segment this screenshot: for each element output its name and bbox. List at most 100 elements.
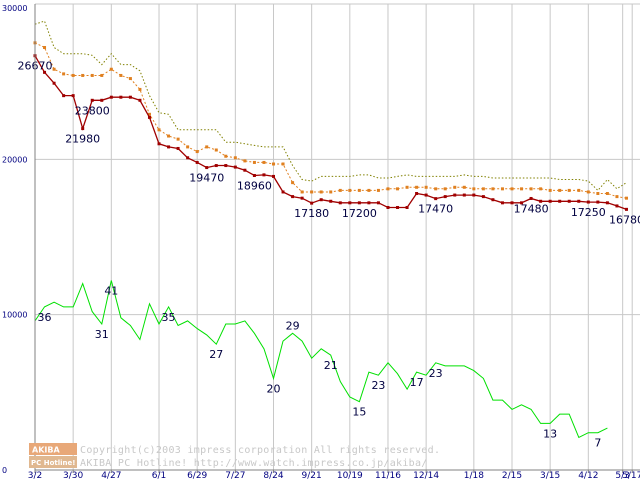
logo-text-top: AKIBA <box>32 446 60 455</box>
data-label: 21 <box>324 359 338 372</box>
min-point <box>558 199 562 203</box>
min-point <box>529 196 533 200</box>
avg-point <box>472 187 476 191</box>
min-point <box>491 198 495 202</box>
avg-point <box>43 45 47 49</box>
avg-point <box>357 188 361 192</box>
min-point <box>367 201 371 205</box>
avg-point <box>615 195 619 199</box>
avg-point <box>224 154 228 158</box>
min-point <box>624 207 628 211</box>
x-tick-label: 10/19 <box>337 471 363 480</box>
min-point <box>138 98 142 102</box>
data-label: 27 <box>209 348 223 361</box>
avg-point <box>128 77 132 81</box>
data-label: 16780 <box>609 213 640 226</box>
x-tick-label: 6/29 <box>187 471 207 480</box>
avg-point <box>376 188 380 192</box>
avg-point <box>405 185 409 189</box>
min-point <box>81 127 85 131</box>
avg-point <box>481 187 485 191</box>
x-tick-label: 3/30 <box>63 471 83 480</box>
avg-point <box>300 190 304 194</box>
min-point <box>281 190 285 194</box>
avg-point <box>205 145 209 149</box>
min-point <box>586 200 590 204</box>
min-point <box>147 115 151 119</box>
min-point <box>338 201 342 205</box>
avg-point <box>147 112 151 116</box>
avg-point <box>81 73 85 77</box>
copyright-text: Copyright(c)2003 impress corporation All… <box>80 445 440 456</box>
data-label: 19470 <box>189 172 224 185</box>
avg-point <box>71 73 75 77</box>
min-point <box>252 173 256 177</box>
min-point <box>300 196 304 200</box>
avg-point <box>624 196 628 200</box>
avg-point <box>338 188 342 192</box>
data-label: 23 <box>429 367 443 380</box>
x-tick-label: 11/16 <box>375 471 401 480</box>
avg-point <box>233 156 237 160</box>
logo-text-bottom: PC Hotline! <box>31 459 75 467</box>
avg-point <box>415 185 419 189</box>
data-label: 17180 <box>294 207 329 220</box>
avg-point <box>443 187 447 191</box>
x-tick-label: 3/15 <box>540 471 560 480</box>
avg-point <box>272 162 275 166</box>
min-point <box>167 145 171 149</box>
data-label: 17480 <box>514 202 549 215</box>
y-tick-label: 0 <box>2 466 7 475</box>
avg-point <box>520 187 524 191</box>
avg-point <box>119 73 123 77</box>
y-tick-label: 10000 <box>2 311 27 320</box>
data-label: 18960 <box>237 179 272 192</box>
avg-point <box>157 128 161 132</box>
avg-point <box>243 159 247 163</box>
min-point <box>462 193 466 197</box>
data-label: 17 <box>410 376 424 389</box>
y-tick-label: 20000 <box>2 155 27 164</box>
data-label: 7 <box>594 437 601 450</box>
avg-point <box>567 188 571 192</box>
avg-point <box>605 192 609 196</box>
avg-point <box>367 188 371 192</box>
min-point <box>109 95 113 99</box>
min-point <box>262 173 266 177</box>
x-tick-label: 6/1 <box>152 471 166 480</box>
min-point <box>605 201 609 205</box>
series-line-max <box>34 20 627 192</box>
avg-point <box>529 187 533 191</box>
avg-point <box>548 188 552 192</box>
data-label: 17200 <box>342 207 377 220</box>
avg-point <box>510 187 514 191</box>
avg-point <box>291 181 295 185</box>
min-point <box>357 201 361 205</box>
min-point <box>243 168 247 172</box>
series-layer <box>33 20 628 439</box>
min-point <box>214 164 218 168</box>
avg-point <box>195 150 199 154</box>
min-point <box>329 199 333 203</box>
avg-point <box>386 187 390 191</box>
min-point <box>100 98 104 102</box>
min-point <box>472 193 476 197</box>
x-tick-label: 5/3 <box>615 471 629 480</box>
x-tick-label: 2/15 <box>502 471 522 480</box>
y-tick-label: 30000 <box>2 4 27 13</box>
avg-point <box>176 137 180 141</box>
min-point <box>615 204 619 208</box>
min-point <box>52 81 56 85</box>
avg-point <box>109 67 113 71</box>
x-tick-label: 4/27 <box>101 471 121 480</box>
avg-point <box>310 190 314 194</box>
data-label: 35 <box>162 311 176 324</box>
akiba-logo-bottom <box>29 456 77 468</box>
min-point <box>405 205 409 209</box>
avg-point <box>100 73 104 77</box>
avg-point <box>319 190 323 194</box>
min-point <box>434 197 438 201</box>
avg-point <box>453 185 457 189</box>
x-tick-label: 1/18 <box>464 471 484 480</box>
min-point <box>128 95 132 99</box>
